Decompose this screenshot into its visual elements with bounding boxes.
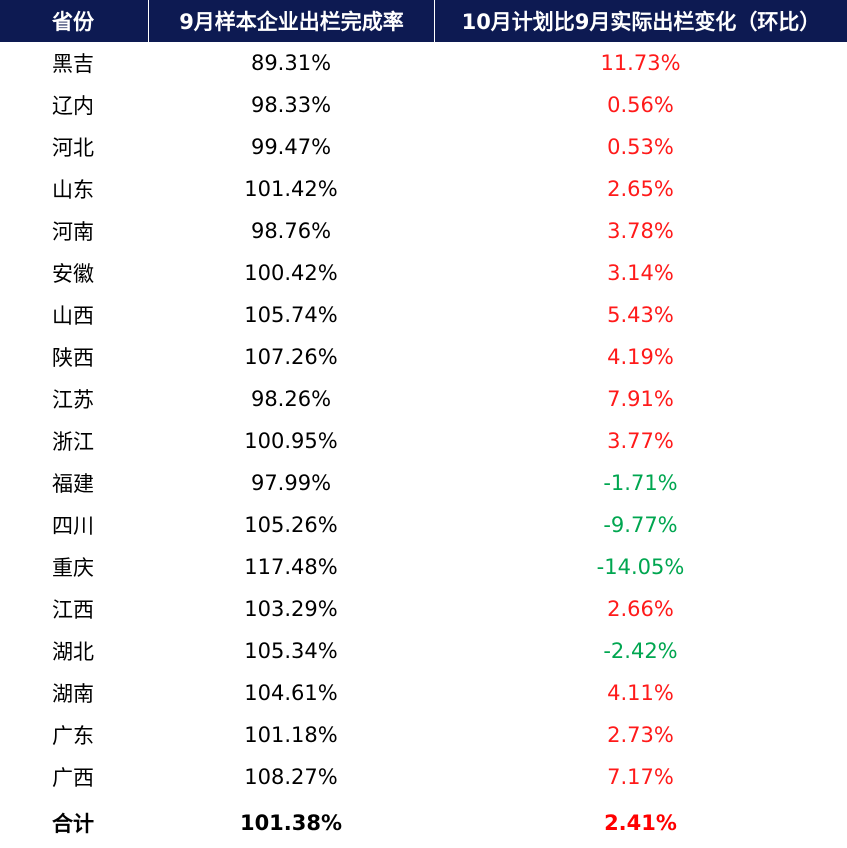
table-row: 福建 97.99% -1.71%: [0, 462, 847, 504]
completion-rate-cell: 100.95%: [244, 429, 338, 453]
table-row: 黑吉 89.31% 11.73%: [0, 42, 847, 84]
table-row: 江西 103.29% 2.66%: [0, 588, 847, 630]
header-province: 省份: [52, 10, 94, 34]
table-row: 湖北 105.34% -2.42%: [0, 630, 847, 672]
table-body: 黑吉 89.31% 11.73% 辽内 98.33% 0.56% 河北 99.47% 0.53%…: [0, 42, 847, 798]
completion-rate-cell: 97.99%: [250, 471, 332, 495]
completion-rate-cell: 98.26%: [250, 387, 332, 411]
province-cell: 江苏: [52, 388, 94, 412]
table-row: 山西 105.74% 5.43%: [0, 294, 847, 336]
table-row: 浙江 100.95% 3.77%: [0, 420, 847, 462]
completion-rate-cell: 105.34%: [244, 639, 338, 663]
change-cell: 4.19%: [607, 345, 674, 369]
province-cell: 福建: [52, 472, 94, 496]
table-row: 广西 108.27% 7.17%: [0, 756, 847, 798]
table-row: 辽内 98.33% 0.56%: [0, 84, 847, 126]
completion-rate-cell: 105.74%: [244, 303, 338, 327]
province-cell: 安徽: [52, 262, 94, 286]
completion-rate-cell: 103.29%: [244, 597, 338, 621]
completion-rate-cell: 89.31%: [250, 51, 332, 75]
change-cell: 0.53%: [607, 135, 674, 159]
table-row: 四川 105.26% -9.77%: [0, 504, 847, 546]
province-cell: 陕西: [52, 346, 94, 370]
change-cell: 3.77%: [607, 429, 674, 453]
province-cell: 浙江: [52, 430, 94, 454]
table-row: 江苏 98.26% 7.91%: [0, 378, 847, 420]
table-row: 河北 99.47% 0.53%: [0, 126, 847, 168]
change-cell: -1.71%: [603, 471, 678, 495]
completion-rate-cell: 99.47%: [250, 135, 332, 159]
province-cell: 广西: [52, 766, 94, 790]
completion-rate-cell: 107.26%: [244, 345, 338, 369]
table-row: 广东 101.18% 2.73%: [0, 714, 847, 756]
table-row: 山东 101.42% 2.65%: [0, 168, 847, 210]
header-change: 10月计划比9月实际出栏变化（环比）: [434, 0, 847, 42]
completion-rate-cell: 98.33%: [250, 93, 332, 117]
change-cell: -14.05%: [596, 555, 685, 579]
province-cell: 湖南: [52, 682, 94, 706]
total-label: 合计: [52, 812, 94, 836]
change-cell: 3.78%: [607, 219, 674, 243]
change-cell: 5.43%: [607, 303, 674, 327]
province-cell: 山东: [52, 178, 94, 202]
table-header: 省份 9月样本企业出栏完成率 10月计划比9月实际出栏变化（环比）: [0, 0, 847, 42]
change-cell: 2.66%: [607, 597, 674, 621]
change-cell: 7.17%: [607, 765, 674, 789]
change-cell: 4.11%: [607, 681, 674, 705]
change-cell: -2.42%: [603, 639, 678, 663]
province-cell: 重庆: [52, 556, 94, 580]
change-cell: 2.73%: [607, 723, 674, 747]
total-change: 2.41%: [604, 811, 677, 835]
completion-rate-cell: 104.61%: [244, 681, 338, 705]
total-row: 合计 101.38% 2.41%: [0, 798, 847, 848]
completion-rate-cell: 117.48%: [244, 555, 338, 579]
province-cell: 河北: [52, 136, 94, 160]
province-cell: 山西: [52, 304, 94, 328]
completion-rate-cell: 105.26%: [244, 513, 338, 537]
total-completion: 101.38%: [239, 811, 343, 835]
change-cell: 7.91%: [607, 387, 674, 411]
change-cell: -9.77%: [603, 513, 678, 537]
province-cell: 湖北: [52, 640, 94, 664]
table-row: 重庆 117.48% -14.05%: [0, 546, 847, 588]
table-row: 安徽 100.42% 3.14%: [0, 252, 847, 294]
table-row: 河南 98.76% 3.78%: [0, 210, 847, 252]
table-row: 陕西 107.26% 4.19%: [0, 336, 847, 378]
completion-rate-cell: 98.76%: [250, 219, 332, 243]
province-cell: 江西: [52, 598, 94, 622]
completion-rate-cell: 101.42%: [244, 177, 338, 201]
table-row: 湖南 104.61% 4.11%: [0, 672, 847, 714]
completion-rate-cell: 101.18%: [244, 723, 338, 747]
province-cell: 河南: [52, 220, 94, 244]
province-cell: 辽内: [52, 94, 94, 118]
change-cell: 3.14%: [607, 261, 674, 285]
province-cell: 广东: [52, 724, 94, 748]
change-cell: 2.65%: [607, 177, 674, 201]
province-cell: 黑吉: [52, 52, 94, 76]
completion-rate-cell: 100.42%: [244, 261, 338, 285]
change-cell: 0.56%: [607, 93, 674, 117]
header-completion-rate: 9月样本企业出栏完成率: [148, 0, 434, 42]
change-cell: 11.73%: [600, 51, 681, 75]
completion-rate-cell: 108.27%: [244, 765, 338, 789]
province-cell: 四川: [52, 514, 94, 538]
